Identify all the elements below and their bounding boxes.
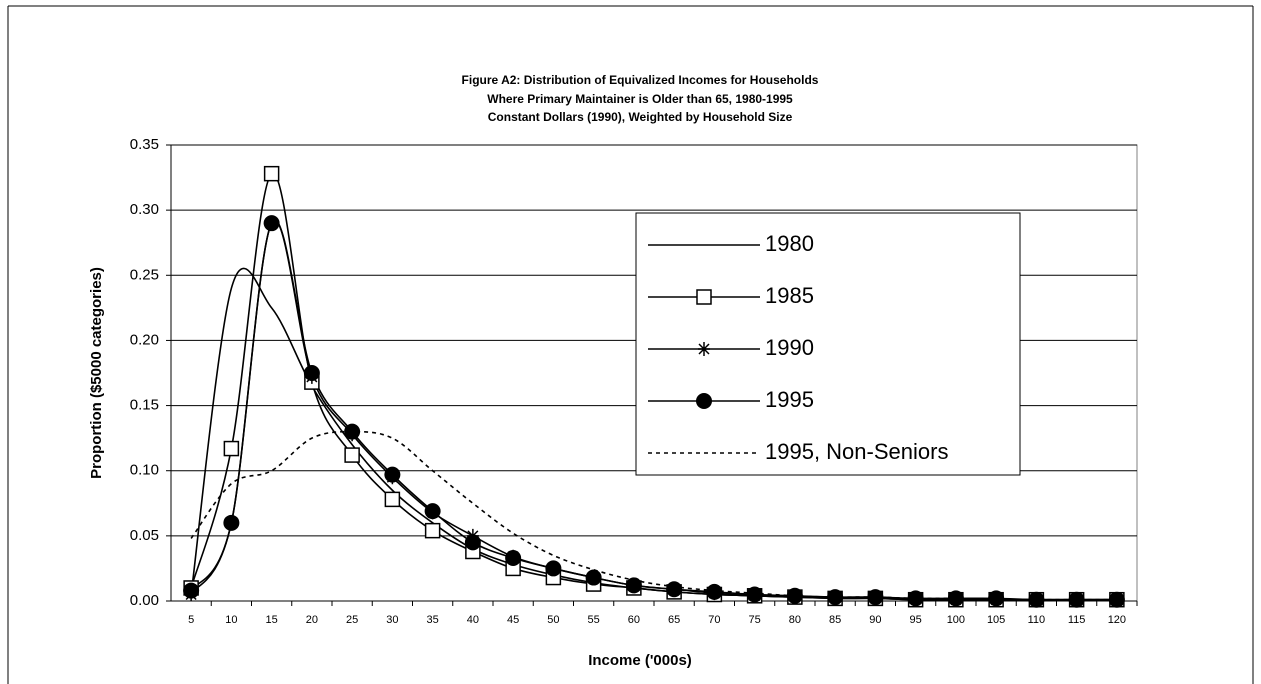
y-tick-label: 0.25 [130, 266, 159, 283]
x-tick-label: 70 [708, 614, 720, 626]
chart-title: Where Primary Maintainer is Older than 6… [487, 92, 793, 106]
marker [947, 590, 964, 607]
marker [696, 393, 712, 409]
marker [1068, 591, 1085, 608]
x-tick-label: 105 [987, 614, 1005, 626]
x-tick-label: 120 [1108, 614, 1126, 626]
legend-label: 1980 [765, 231, 814, 256]
x-axis-label: Income ('000s) [588, 652, 692, 669]
x-tick-label: 45 [507, 614, 519, 626]
marker [1028, 591, 1045, 608]
legend: 1980 1985 1990 1995 1995, Non-Seniors [635, 212, 1021, 476]
x-tick-label: 30 [386, 614, 398, 626]
x-tick-label: 65 [668, 614, 680, 626]
marker [464, 534, 481, 551]
x-tick-label: 55 [588, 614, 600, 626]
marker [827, 589, 844, 606]
marker [303, 365, 320, 381]
marker [625, 577, 642, 594]
chart-title: Constant Dollars (1990), Weighted by Hou… [488, 110, 793, 124]
marker [696, 289, 712, 305]
y-tick-label: 0.15 [130, 397, 159, 414]
y-tick-label: 0.20 [130, 331, 159, 348]
x-tick-label: 15 [266, 614, 278, 626]
line [190, 430, 1117, 601]
marker [384, 491, 401, 508]
x-tick-label: 20 [306, 614, 318, 626]
marker [344, 423, 361, 440]
marker [867, 589, 884, 606]
marker [666, 581, 683, 598]
marker [786, 587, 803, 604]
marker [263, 215, 280, 232]
marker [183, 582, 200, 599]
y-tick-label: 0.00 [130, 592, 159, 609]
x-tick-label: 80 [789, 614, 801, 626]
x-tick-label: 110 [1028, 614, 1046, 626]
marker [223, 514, 240, 531]
y-axis-label: Proportion ($5000 categories) [88, 267, 105, 479]
legend-label: 1995 [765, 387, 814, 412]
marker [424, 522, 441, 539]
legend-label: 1995, Non-Seniors [765, 439, 948, 464]
x-tick-label: 100 [947, 614, 965, 626]
x-tick-label: 90 [869, 614, 881, 626]
marker [988, 590, 1005, 607]
marker [263, 165, 280, 182]
marker [907, 590, 924, 607]
x-tick-label: 60 [628, 614, 640, 626]
x-tick-label: 10 [225, 614, 237, 626]
legend-box [635, 212, 1021, 476]
x-tick-label: 50 [547, 614, 559, 626]
y-tick-label: 0.10 [130, 462, 159, 479]
marker [698, 342, 710, 356]
marker [746, 586, 763, 603]
marker [344, 447, 360, 463]
marker [706, 583, 723, 600]
marker [384, 466, 401, 483]
x-tick-label: 95 [910, 614, 922, 626]
x-tick-label: 40 [467, 614, 479, 626]
legend-label: 1990 [765, 335, 814, 360]
y-tick-label: 0.35 [130, 136, 159, 153]
x-tick-label: 115 [1068, 614, 1086, 626]
y-tick-label: 0.30 [130, 201, 159, 218]
x-tick-label: 35 [427, 614, 439, 626]
x-tick-label: 25 [346, 614, 358, 626]
marker [505, 550, 522, 567]
marker [223, 440, 240, 457]
legend-label: 1985 [765, 283, 814, 308]
x-tick-label: 85 [829, 614, 841, 626]
marker [545, 560, 562, 577]
x-tick-label: 5 [188, 614, 194, 626]
marker [424, 503, 441, 520]
chart-title: Figure A2: Distribution of Equivalized I… [462, 73, 819, 87]
marker [585, 569, 602, 586]
x-tick-label: 75 [749, 614, 761, 626]
y-tick-label: 0.05 [130, 527, 159, 544]
marker [1108, 591, 1125, 608]
